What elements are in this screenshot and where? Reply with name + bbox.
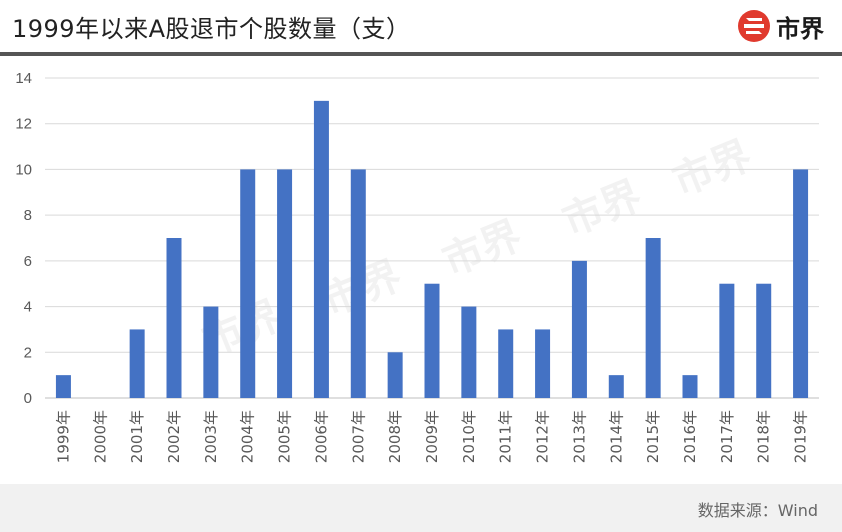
bar	[498, 329, 514, 398]
bar	[387, 352, 403, 398]
x-tick-label: 1999年	[54, 410, 72, 463]
bar	[424, 283, 440, 398]
bar	[682, 375, 698, 398]
bar	[571, 260, 587, 398]
watermark-text: 市界	[437, 213, 528, 286]
bar	[240, 169, 256, 398]
x-tick-label: 2014年	[607, 410, 625, 463]
x-tick-label: 2006年	[312, 410, 330, 463]
y-tick-label: 8	[24, 207, 32, 224]
bar	[55, 375, 71, 398]
y-tick-label: 0	[24, 390, 32, 407]
x-tick-label: 2012年	[534, 410, 552, 463]
x-tick-label: 2001年	[128, 410, 146, 463]
watermark-text: 市界	[557, 173, 648, 246]
x-tick-label: 2016年	[681, 410, 699, 463]
bar	[535, 329, 551, 398]
y-axis-ticks: 0 2 4 6 8 10 12 14	[15, 70, 32, 407]
bar	[793, 169, 809, 398]
y-tick-label: 6	[24, 253, 32, 270]
bar	[129, 329, 145, 398]
header: 1999年以来A股退市个股数量（支） 市界	[0, 0, 842, 52]
x-tick-label: 2011年	[497, 410, 515, 463]
bars	[55, 100, 809, 398]
bar	[608, 375, 624, 398]
x-tick-label: 2007年	[349, 410, 367, 463]
logo-icon	[738, 10, 770, 42]
y-tick-label: 12	[15, 116, 32, 133]
x-tick-label: 2010年	[460, 410, 478, 463]
bar	[203, 306, 219, 398]
x-tick-label: 2003年	[202, 410, 220, 463]
y-tick-label: 14	[15, 70, 32, 87]
x-tick-label: 2004年	[239, 410, 257, 463]
bar	[313, 100, 329, 398]
source-note: 数据来源：Wind	[697, 501, 818, 520]
bar	[350, 169, 366, 398]
header-divider	[0, 52, 842, 56]
bar	[461, 306, 477, 398]
x-tick-label: 2008年	[386, 410, 404, 463]
x-tick-label: 2005年	[276, 410, 294, 463]
footer: 数据来源：Wind	[0, 484, 842, 532]
y-tick-label: 2	[24, 344, 32, 361]
chart-title: 1999年以来A股退市个股数量（支）	[12, 15, 411, 43]
bar	[756, 283, 772, 398]
x-tick-label: 2015年	[644, 410, 662, 463]
bar	[645, 238, 661, 398]
x-tick-label: 2019年	[792, 410, 810, 463]
x-tick-label: 2013年	[570, 410, 588, 463]
bar	[719, 283, 735, 398]
y-tick-label: 4	[24, 299, 32, 316]
x-tick-label: 2000年	[91, 410, 109, 463]
brand-logo: 市界	[737, 8, 824, 44]
x-tick-label: 2009年	[423, 410, 441, 463]
x-tick-label: 2017年	[718, 410, 736, 463]
x-tick-label: 2002年	[165, 410, 183, 463]
y-tick-label: 10	[15, 161, 32, 178]
x-tick-label: 2018年	[755, 410, 773, 463]
bar	[277, 169, 293, 398]
logo-text: 市界	[776, 14, 824, 43]
bar	[166, 238, 182, 398]
x-axis-labels: 1999年 2000年 2001年 2002年 2003年 2004年 2005年 2006年…	[54, 410, 809, 463]
